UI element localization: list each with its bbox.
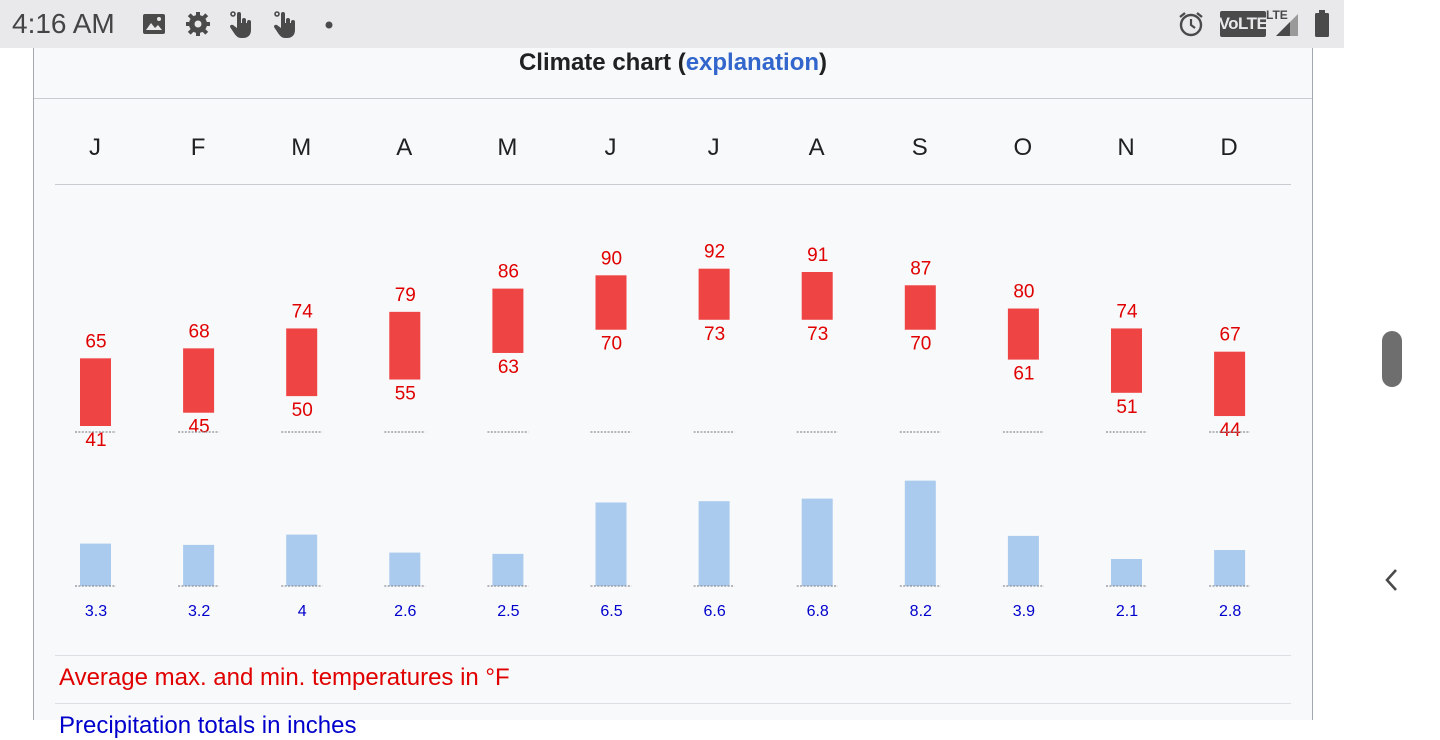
max-temp-label: 65 [85,331,106,352]
status-bar: 4:16 AM VoLTE LTE [0,0,1344,48]
precipitation-bar [183,544,215,586]
month-label: O [1013,134,1033,161]
lte-signal-icon: LTE [1266,8,1300,38]
precipitation-bar [80,543,111,586]
precipitation-label: 6.6 [703,603,725,620]
precipitation-bar [389,552,421,586]
month-row-divider [55,184,1291,185]
temperature-bar [1214,351,1246,417]
min-temp-label: 51 [1116,397,1137,418]
precipitation-bar [801,498,833,586]
max-temp-label: 90 [601,248,622,269]
precipitation-bar [904,480,936,586]
min-temp-label: 44 [1220,420,1242,441]
legend-temperature: Average max. and min. temperatures in °F [59,664,510,691]
temperature-bar [904,285,936,330]
precipitation-label: 2.8 [1219,603,1241,620]
max-temp-label: 74 [292,301,314,322]
precipitation-label: 8.2 [910,603,932,620]
temperature-bar [595,275,627,330]
min-temp-label: 50 [292,400,313,421]
min-temp-label: 73 [704,324,725,345]
max-temp-label: 91 [807,245,828,266]
max-temp-label: 80 [1013,282,1034,303]
alarm-icon [1177,10,1205,38]
month-label: J [89,134,101,161]
month-label: S [911,134,928,161]
precipitation-bar [698,501,730,586]
status-time: 4:16 AM [12,8,115,39]
max-temp-label: 92 [704,242,725,263]
min-temp-label: 61 [1013,364,1034,385]
month-label: J [707,134,720,161]
temperature-bar [492,288,524,353]
scrollbar-handle[interactable] [1382,331,1402,387]
explanation-link[interactable]: explanation [685,49,820,76]
max-temp-label: 74 [1116,301,1138,322]
month-label: A [396,134,413,161]
month-label: D [1220,134,1238,161]
precipitation-label: 2.5 [497,603,519,620]
dot-icon [316,10,342,38]
min-temp-label: 70 [601,334,622,355]
min-temp-label: 70 [910,334,931,355]
legend-precipitation: Precipitation totals in inches [59,712,357,739]
precipitation-label: 6.8 [807,603,829,620]
precipitation-label: 4 [298,603,307,620]
month-label: N [1117,134,1135,161]
volte-icon: VoLTE [1219,11,1268,37]
legend-divider [55,703,1291,704]
min-temp-label: 41 [85,430,106,451]
precipitation-bar [595,502,627,586]
touch-gesture-icon [228,10,254,38]
chart-header: Climate chart (explanation) [34,48,1312,99]
lte-label: LTE [1266,8,1288,22]
month-label: M [291,134,312,161]
precipitation-bar [492,553,524,586]
max-temp-label: 79 [395,285,416,306]
battery-icon [1310,10,1334,38]
chevron-left-icon[interactable] [1380,566,1404,594]
precipitation-label: 2.1 [1116,603,1138,620]
paren-open: ( [677,49,686,76]
precipitation-label: 3.3 [85,603,107,620]
precipitation-label: 2.6 [394,603,416,620]
temperature-bar [1007,308,1039,360]
legend-divider [55,655,1291,656]
precipitation-label: 3.9 [1013,603,1035,620]
max-temp-label: 67 [1220,325,1241,346]
temperature-bar [80,358,111,426]
month-label: J [604,134,617,161]
precipitation-bar [286,534,318,586]
precipitation-bar [1214,550,1246,586]
image-icon [141,10,167,38]
precipitation-label: 3.2 [188,603,210,620]
month-label: F [190,134,206,161]
touch-gesture-icon [272,10,298,38]
climate-chart-plot: 65 41 3.3 68 45 3.2 74 50 4 79 55 2.6 86 63 2.5 90 70 6.5… [75,242,1251,620]
min-temp-label: 73 [807,324,828,345]
precipitation-label: 6.5 [600,603,622,620]
min-temp-label: 63 [498,357,519,378]
min-temp-label: 55 [395,384,416,405]
precipitation-bar [1007,535,1039,586]
temperature-bar [183,348,215,413]
climate-chart-panel: Climate chart (explanation) J F M A M J J A S O N D… [33,48,1313,739]
max-temp-label: 68 [189,321,210,342]
settings-gear-icon [185,10,211,38]
temperature-bar [698,268,730,320]
month-label: A [808,134,825,161]
temperature-bar [801,272,833,320]
max-temp-label: 87 [910,258,931,279]
paren-close: ) [819,49,828,76]
month-label: M [497,134,518,161]
temperature-bar [286,328,318,397]
temperature-bar [1111,328,1142,393]
max-temp-label: 86 [498,262,519,283]
precipitation-bar [1111,559,1142,586]
chart-title: Climate chart [518,49,672,76]
temperature-bar [389,311,421,380]
min-temp-label: 45 [189,417,210,438]
